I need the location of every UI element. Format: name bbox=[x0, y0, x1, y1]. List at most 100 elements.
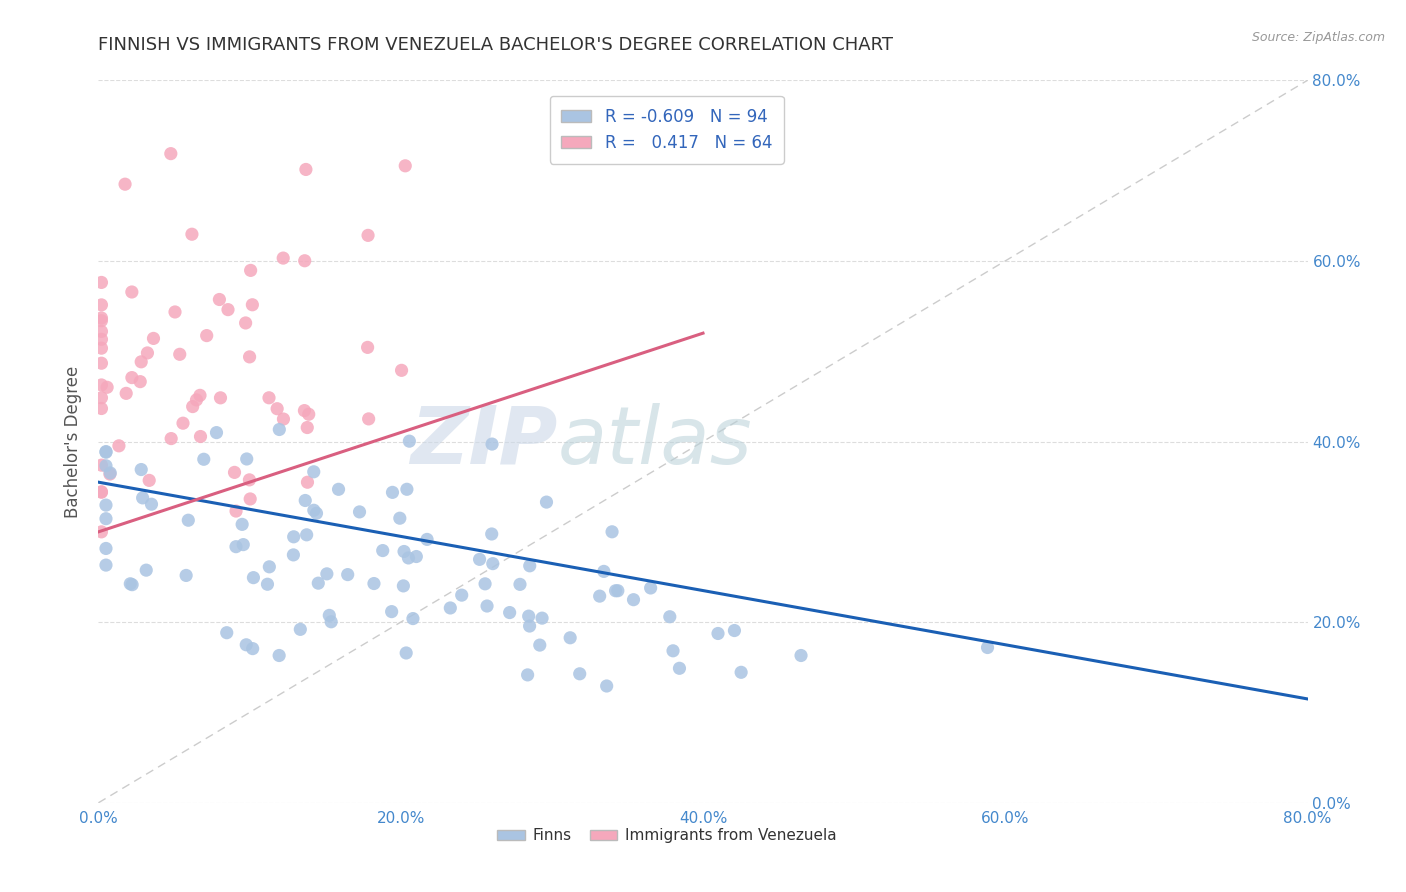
Point bbox=[94, 458, 117, 473]
Point bbox=[273, 412, 295, 426]
Point bbox=[302, 503, 325, 517]
Point bbox=[269, 422, 291, 436]
Point bbox=[142, 331, 165, 345]
Point bbox=[190, 429, 212, 443]
Point bbox=[298, 407, 321, 421]
Point bbox=[302, 465, 325, 479]
Point bbox=[90, 484, 112, 499]
Point bbox=[94, 445, 117, 459]
Point bbox=[159, 146, 181, 161]
Point bbox=[519, 619, 541, 633]
Point bbox=[121, 370, 143, 384]
Point bbox=[239, 350, 262, 364]
Point bbox=[392, 544, 415, 558]
Point bbox=[215, 625, 238, 640]
Point bbox=[336, 567, 359, 582]
Point bbox=[297, 475, 319, 490]
Point bbox=[481, 437, 503, 451]
Point bbox=[121, 577, 143, 591]
Point bbox=[519, 558, 541, 573]
Point bbox=[658, 609, 681, 624]
Point bbox=[266, 401, 288, 416]
Point bbox=[90, 458, 112, 472]
Point bbox=[94, 512, 117, 526]
Point bbox=[235, 452, 257, 467]
Point bbox=[90, 341, 112, 355]
Point bbox=[208, 293, 231, 307]
Point bbox=[321, 615, 343, 629]
Point bbox=[269, 648, 291, 663]
Point bbox=[509, 577, 531, 591]
Point bbox=[239, 263, 262, 277]
Point bbox=[481, 557, 503, 571]
Point bbox=[239, 491, 262, 506]
Point bbox=[560, 631, 582, 645]
Point bbox=[529, 638, 551, 652]
Point bbox=[402, 611, 425, 625]
Point bbox=[205, 425, 228, 440]
Point bbox=[468, 552, 491, 566]
Point bbox=[395, 483, 418, 497]
Point bbox=[242, 641, 264, 656]
Point bbox=[195, 328, 218, 343]
Point bbox=[90, 325, 112, 339]
Point bbox=[595, 679, 617, 693]
Point bbox=[108, 439, 131, 453]
Point bbox=[640, 581, 662, 595]
Point bbox=[516, 668, 538, 682]
Point bbox=[259, 559, 281, 574]
Point bbox=[225, 504, 247, 518]
Point bbox=[98, 466, 121, 480]
Point bbox=[295, 162, 318, 177]
Point bbox=[231, 517, 253, 532]
Point bbox=[90, 378, 112, 392]
Point bbox=[531, 611, 554, 625]
Point bbox=[115, 386, 138, 401]
Point bbox=[235, 316, 257, 330]
Point bbox=[90, 391, 112, 405]
Point bbox=[188, 388, 211, 402]
Point bbox=[305, 506, 328, 520]
Point bbox=[129, 375, 152, 389]
Point bbox=[283, 548, 305, 562]
Point bbox=[232, 538, 254, 552]
Text: ZIP: ZIP bbox=[411, 402, 558, 481]
Point bbox=[294, 493, 316, 508]
Text: Source: ZipAtlas.com: Source: ZipAtlas.com bbox=[1251, 31, 1385, 45]
Point bbox=[307, 576, 329, 591]
Point bbox=[357, 228, 380, 243]
Point bbox=[94, 498, 117, 512]
Point bbox=[238, 473, 260, 487]
Point bbox=[90, 314, 112, 328]
Point bbox=[723, 624, 745, 638]
Point bbox=[668, 661, 690, 675]
Point bbox=[271, 251, 294, 265]
Point bbox=[120, 576, 142, 591]
Point bbox=[623, 592, 645, 607]
Point bbox=[160, 432, 183, 446]
Point bbox=[169, 347, 191, 361]
Point bbox=[391, 363, 413, 377]
Point bbox=[209, 391, 232, 405]
Point bbox=[976, 640, 998, 655]
Point bbox=[235, 638, 257, 652]
Point bbox=[357, 412, 380, 426]
Point bbox=[589, 589, 612, 603]
Point bbox=[388, 511, 411, 525]
Point bbox=[416, 533, 439, 547]
Point bbox=[240, 298, 263, 312]
Point bbox=[186, 392, 208, 407]
Point bbox=[98, 467, 121, 481]
Point bbox=[135, 563, 157, 577]
Point bbox=[256, 577, 278, 591]
Point bbox=[257, 391, 280, 405]
Point bbox=[315, 566, 337, 581]
Point bbox=[475, 599, 498, 613]
Point bbox=[174, 568, 197, 582]
Point bbox=[94, 444, 117, 458]
Point bbox=[177, 513, 200, 527]
Point bbox=[349, 505, 371, 519]
Point bbox=[295, 528, 318, 542]
Point bbox=[395, 646, 418, 660]
Point bbox=[225, 540, 247, 554]
